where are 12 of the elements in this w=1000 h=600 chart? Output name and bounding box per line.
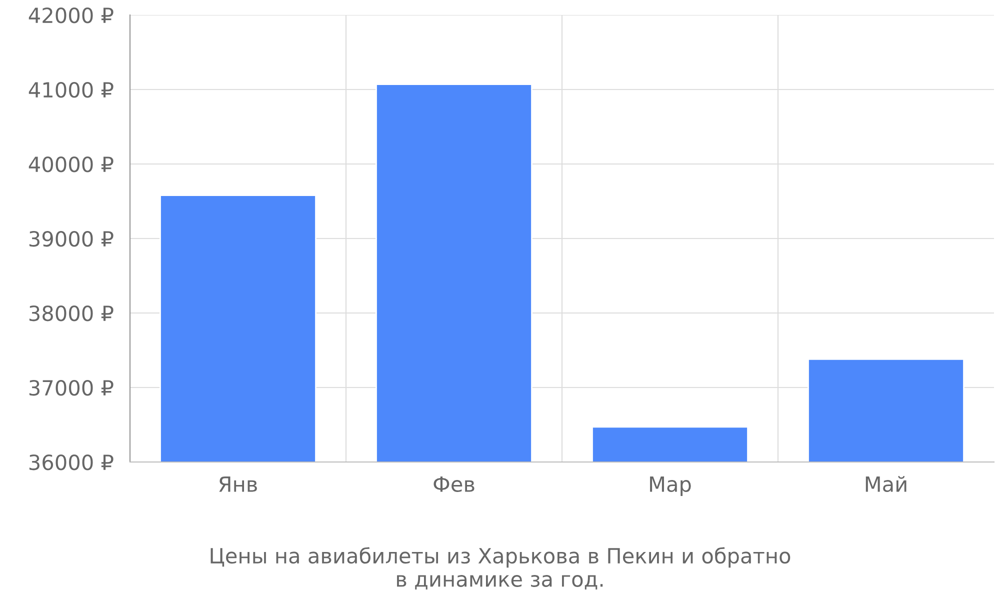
x-tick-label: Янв — [219, 476, 257, 492]
y-tick-label: 37000 ₽ — [29, 380, 114, 396]
text: Цены на авиабилеты из Харькова в Пекин и обратно в динамике за год. — [210, 547, 790, 590]
y-tick-label: 38000 ₽ — [29, 305, 114, 322]
y-tick-label: 41000 ₽ — [28, 82, 114, 98]
y-tick-label: 39000 ₽ — [29, 230, 114, 247]
y-tick-label: 40000 ₽ — [28, 156, 114, 172]
x-tick-label: Фев — [434, 476, 474, 492]
x-tick-label: Мар — [650, 476, 691, 496]
y-tick-label: 36000 ₽ — [29, 454, 114, 470]
x-tick-label: Май — [866, 476, 906, 492]
y-tick-label: 42000 ₽ — [28, 7, 114, 24]
